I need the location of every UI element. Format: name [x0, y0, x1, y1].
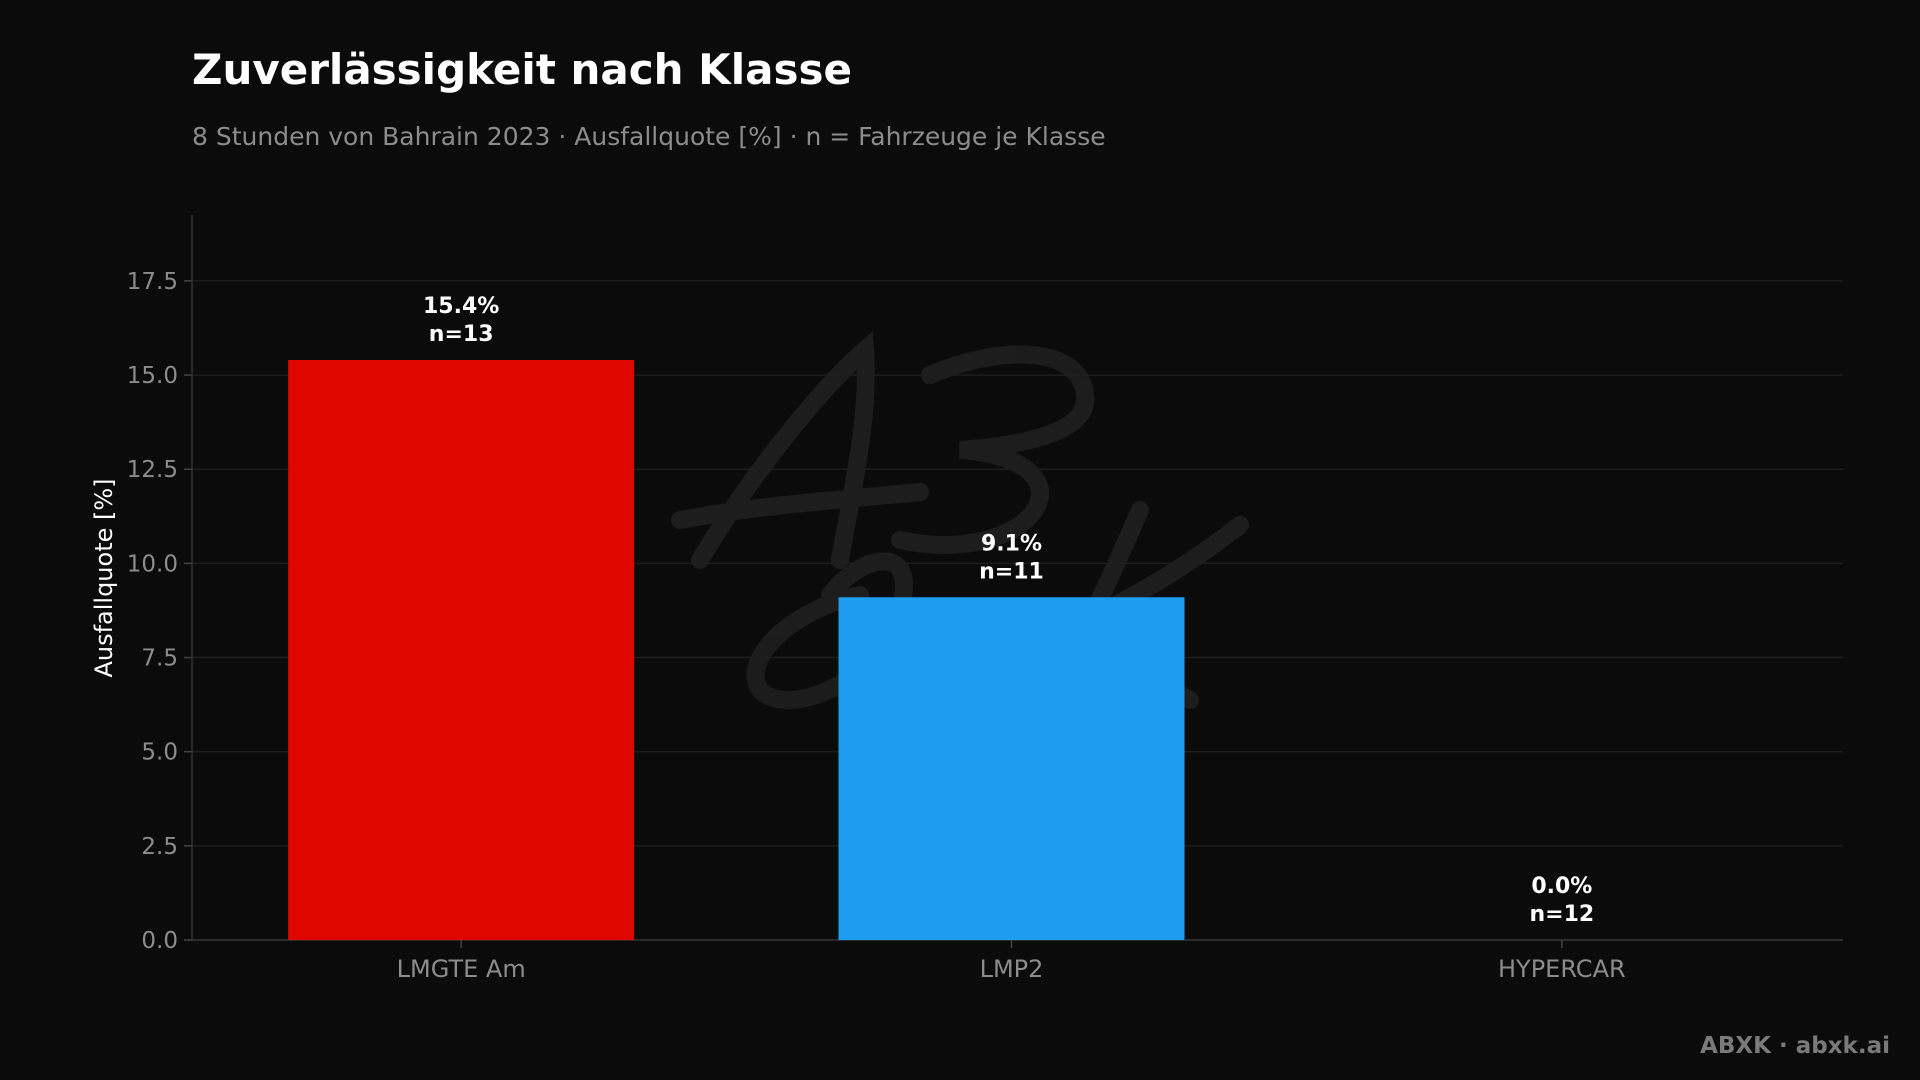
- data-label-count: n=13: [429, 322, 494, 347]
- data-label-count: n=11: [979, 559, 1044, 584]
- chart-subtitle: 8 Stunden von Bahrain 2023 · Ausfallquot…: [192, 122, 1106, 151]
- data-labels: 15.4% n=13 9.1% n=11 0.0% n=12: [423, 294, 1594, 927]
- data-label-value: 0.0%: [1531, 874, 1592, 899]
- y-tick-label: 7.5: [141, 646, 178, 672]
- x-tick-labels: LMGTE Am LMP2 HYPERCAR: [397, 955, 1626, 983]
- data-label-count: n=12: [1529, 902, 1594, 927]
- bar-lmp2: [838, 597, 1185, 940]
- y-tick-labels: 0.0 2.5 5.0 7.5 10.0 12.5 15.0 17.5: [127, 269, 178, 954]
- y-tick-label: 17.5: [127, 269, 178, 295]
- y-tick-label: 15.0: [127, 363, 178, 389]
- bar-lmgte-am: [288, 360, 635, 940]
- y-tick-label: 12.5: [127, 457, 178, 483]
- footer-watermark: ABXK · abxk.ai: [1700, 1033, 1890, 1059]
- data-label-value: 15.4%: [423, 294, 499, 319]
- bars: [288, 360, 1185, 940]
- x-tick-label: HYPERCAR: [1498, 955, 1626, 983]
- y-tick-label: 2.5: [141, 834, 178, 860]
- y-tick-label: 10.0: [127, 551, 178, 577]
- y-tick-label: 5.0: [141, 740, 178, 766]
- y-tick-label: 0.0: [141, 928, 178, 954]
- y-axis-label: Ausfallquote [%]: [90, 478, 118, 677]
- x-tick-label: LMP2: [980, 955, 1044, 983]
- data-label-value: 9.1%: [981, 531, 1042, 556]
- x-tick-label: LMGTE Am: [397, 955, 526, 983]
- chart-title: Zuverlässigkeit nach Klasse: [192, 45, 852, 94]
